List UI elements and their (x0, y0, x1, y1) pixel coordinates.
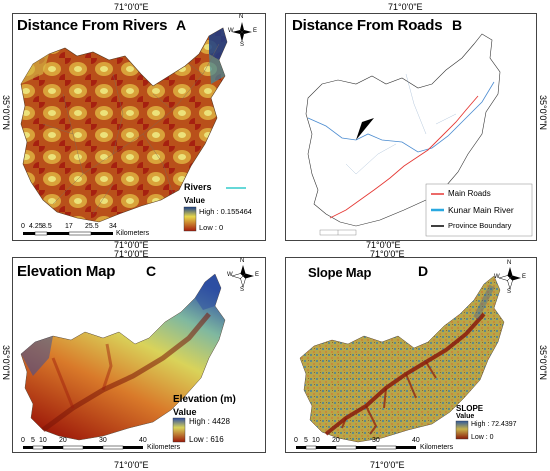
coord-side-a: 35°0'0"N (1, 95, 11, 131)
map-slope (296, 267, 521, 450)
scale-tick-a-0: 0 (21, 223, 25, 230)
panel-d-letter: D (418, 263, 429, 279)
map-elevation (20, 265, 254, 450)
compass-e-c: E (255, 272, 260, 278)
coord-top-d: 71°0'0"E (370, 249, 405, 259)
compass-s-a: S (240, 42, 245, 48)
panel-distance-from-roads: Distance From Roads B Main Roads Kunar M… (285, 13, 537, 241)
low-label-a: Low : 0 (199, 223, 224, 232)
compass-e-d: E (522, 274, 527, 280)
panel-elevation-map: Elevation Map C Elevation (m) Value High… (12, 257, 266, 453)
scale-tick-c-4: 30 (99, 437, 107, 444)
value-label-c: Value (173, 407, 197, 417)
scale-tick-a-3: 17 (65, 223, 73, 230)
legend-gradient-c (172, 417, 186, 443)
panel-a-letter: A (176, 17, 187, 33)
scale-bar-a (23, 231, 113, 236)
value-label-a: Value (184, 196, 205, 205)
coord-bottom-c: 71°0'0"E (114, 460, 149, 470)
scale-unit-a: Kilometers (116, 230, 150, 237)
region-shape-a (20, 27, 228, 223)
panel-b-title: Distance From Roads (292, 17, 443, 34)
scale-tick-d-3: 20 (332, 437, 340, 444)
scale-tick-c-0: 0 (21, 437, 25, 444)
high-label-c: High : 4428 (189, 417, 230, 426)
elevation-legend-title: Elevation (m) (173, 394, 236, 405)
panel-c-title: Elevation Map (17, 263, 116, 280)
high-label-d: High : 72.4397 (471, 421, 517, 428)
scale-tick-c-5: 40 (139, 437, 147, 444)
coord-bottom-a: 71°0'0"E (114, 240, 149, 250)
scale-tick-d-5: 40 (412, 437, 420, 444)
compass-n-d: N (507, 260, 512, 266)
compass-w-d: W (494, 274, 500, 280)
scale-tick-c-3: 20 (59, 437, 67, 444)
compass-s-c: S (240, 287, 245, 293)
scale-tick-d-0: 0 (294, 437, 298, 444)
compass-s-d: S (507, 289, 512, 295)
coord-top-b: 71°0'0"E (388, 2, 423, 12)
slope-legend-title: SLOPE (456, 404, 484, 413)
scale-tick-d-2: 10 (312, 437, 320, 444)
scale-tick-c-1: 5 (31, 437, 35, 444)
scale-tick-d-4: 30 (372, 437, 380, 444)
panel-distance-from-rivers: Distance From Rivers A Rivers Value High… (12, 13, 266, 241)
north-arrow-c (231, 265, 254, 288)
compass-n-c: N (240, 258, 245, 264)
value-label-d: Value (456, 413, 475, 420)
region-shape-c (20, 273, 226, 441)
map-distance-roads (305, 33, 533, 237)
north-arrow-d (498, 267, 521, 290)
scale-bar-d (296, 445, 416, 450)
scale-tick-a-1: 4.25 (29, 223, 43, 230)
compass-w-a: W (228, 28, 234, 34)
province-boundary (305, 33, 501, 227)
scale-tick-a-2: 8.5 (42, 223, 52, 230)
panel-a-title: Distance From Rivers (17, 17, 168, 34)
coord-bottom-d: 71°0'0"E (370, 460, 405, 470)
kunar-river (307, 81, 495, 153)
coord-side-d: 35°0'0"N (538, 345, 548, 381)
compass-w-c: W (227, 272, 233, 278)
scale-bar-b (319, 229, 357, 236)
high-label-a: High : 0.155464 (199, 207, 252, 216)
legend-b-boundary: Province Boundary (448, 221, 512, 230)
low-label-d: Low : 0 (471, 434, 494, 441)
legend-gradient-d (455, 420, 469, 440)
coord-side-b: 35°0'0"N (538, 95, 548, 131)
legend-gradient-a (183, 206, 197, 232)
panel-c-letter: C (146, 263, 157, 279)
compass-e-a: E (253, 28, 258, 34)
north-arrow-a (232, 22, 252, 42)
scale-tick-d-1: 5 (304, 437, 308, 444)
legend-b-roads: Main Roads (448, 189, 491, 198)
panel-d-title: Slope Map (308, 265, 372, 280)
scale-tick-c-2: 10 (39, 437, 47, 444)
scale-unit-d: Kilometers (420, 444, 454, 451)
panel-slope-map: Slope Map D SLOPE Value High : 72.4397 L… (285, 257, 537, 453)
legend-b-river: Kunar Main River (448, 205, 514, 215)
coord-top-a: 71°0'0"E (114, 2, 149, 12)
map-distance-rivers (20, 22, 252, 236)
compass-n-a: N (239, 14, 244, 20)
scale-tick-a-5: 34 (109, 223, 117, 230)
scale-tick-a-4: 25.5 (85, 223, 99, 230)
panel-b-letter: B (452, 17, 463, 33)
low-label-c: Low : 616 (189, 435, 224, 444)
legend-box-b (425, 183, 533, 237)
main-roads (329, 95, 479, 219)
scale-bar-c (23, 445, 143, 450)
coord-side-c: 35°0'0"N (1, 345, 11, 381)
rivers-label: Rivers (184, 182, 212, 192)
coord-bottom-b: 71°0'0"E (366, 240, 401, 250)
coord-top-c: 71°0'0"E (114, 249, 149, 259)
scale-unit-c: Kilometers (147, 444, 181, 451)
